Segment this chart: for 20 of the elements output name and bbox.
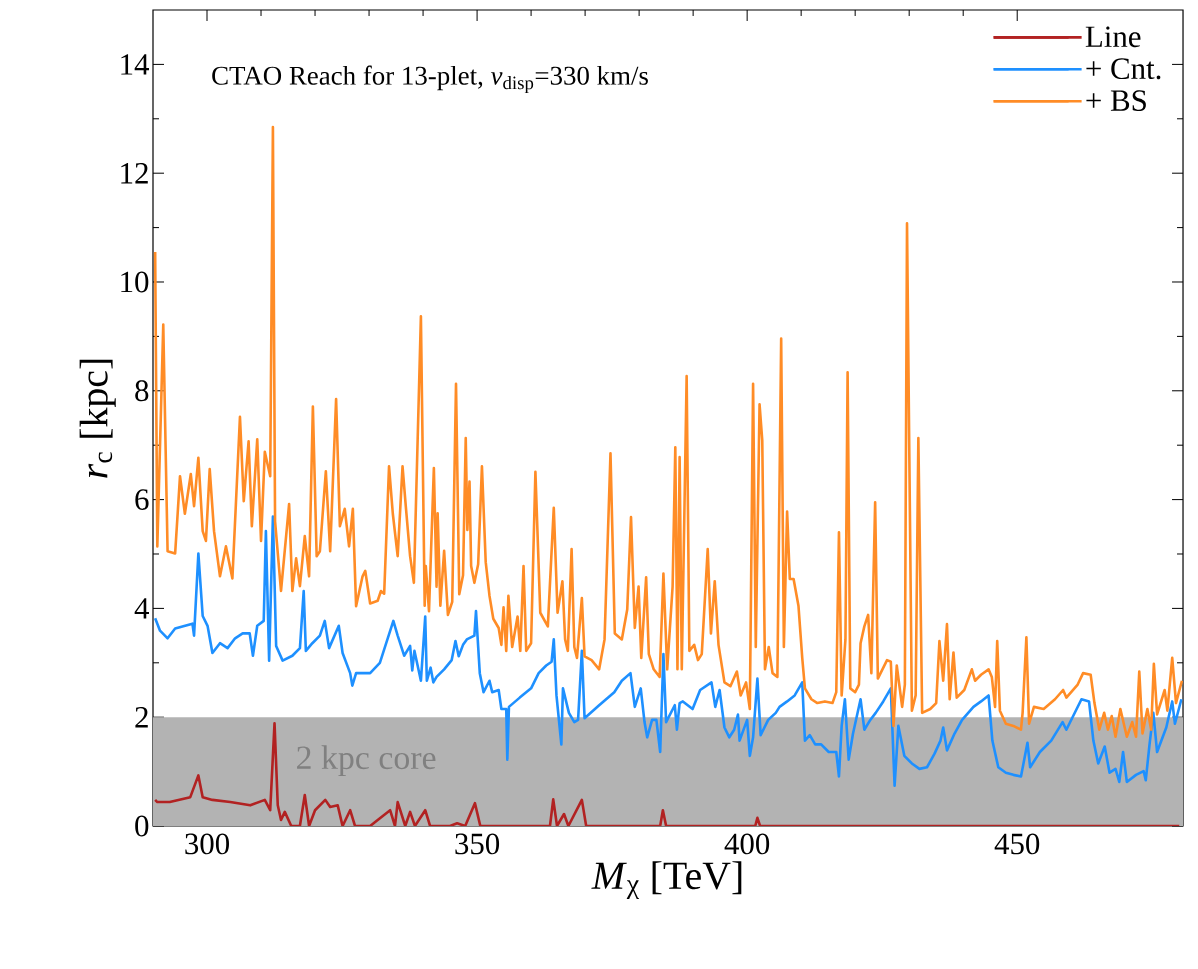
x-tick-label: 300 [185, 833, 229, 855]
y-tick-label: 0 [135, 815, 149, 837]
legend-label: Line [1085, 26, 1141, 48]
y-tick-label: 6 [135, 489, 149, 510]
x-axis-title: M$_{χ}$ [TeV] [591, 861, 742, 900]
x-tick-label: 350 [455, 833, 500, 855]
legend-label: + BS [1086, 90, 1146, 112]
y-tick-label: 4 [134, 598, 150, 619]
x-tick-label: 450 [994, 833, 1040, 855]
line-series [153, 515, 1183, 788]
y-tick-label: 10 [121, 271, 149, 293]
y-tick-label: 12 [121, 162, 148, 184]
y-tick-label: 8 [135, 380, 149, 402]
y-tick-label: 2 [135, 706, 148, 728]
y-axis-title: r$_{c}$ [kpc] [79, 359, 116, 478]
legend-label: + Cnt. [1086, 58, 1161, 80]
line-series [153, 125, 1184, 739]
x-tick-label: 400 [724, 833, 770, 855]
y-tick-label: 14 [121, 54, 150, 75]
text: CTAO Reach for 13-plet, v$_{disp}$=330 km/s [212, 65, 648, 94]
